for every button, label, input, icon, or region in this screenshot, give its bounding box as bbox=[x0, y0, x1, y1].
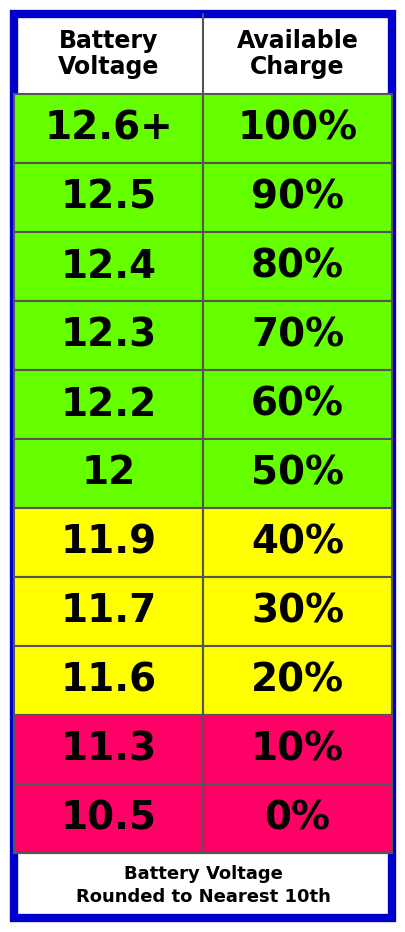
Bar bbox=[14, 163, 202, 232]
Bar bbox=[202, 646, 391, 715]
Bar bbox=[202, 370, 391, 439]
Bar bbox=[14, 94, 202, 163]
Bar bbox=[202, 715, 391, 784]
Text: 70%: 70% bbox=[250, 317, 343, 354]
Bar bbox=[14, 370, 202, 439]
Text: 40%: 40% bbox=[250, 524, 343, 561]
Bar bbox=[14, 508, 202, 577]
Bar bbox=[14, 301, 202, 370]
Text: 11.3: 11.3 bbox=[60, 731, 156, 769]
Bar bbox=[202, 508, 391, 577]
Text: 12.4: 12.4 bbox=[60, 248, 156, 285]
Text: 12.5: 12.5 bbox=[60, 179, 156, 216]
Text: Battery
Voltage: Battery Voltage bbox=[58, 29, 159, 79]
Text: 0%: 0% bbox=[264, 800, 330, 838]
Text: 50%: 50% bbox=[250, 455, 343, 492]
Text: 11.6: 11.6 bbox=[60, 662, 156, 700]
Bar bbox=[14, 232, 202, 301]
Bar bbox=[14, 784, 202, 853]
Bar bbox=[14, 715, 202, 784]
Text: 11.9: 11.9 bbox=[60, 524, 156, 561]
Bar bbox=[14, 577, 202, 646]
Bar bbox=[202, 439, 391, 508]
Text: 30%: 30% bbox=[250, 593, 343, 631]
Text: 90%: 90% bbox=[250, 179, 343, 216]
Text: Available
Charge: Available Charge bbox=[236, 29, 358, 79]
Text: 12.6+: 12.6+ bbox=[44, 109, 173, 147]
Text: 12.2: 12.2 bbox=[60, 386, 156, 423]
Text: 20%: 20% bbox=[250, 662, 343, 700]
Text: 12: 12 bbox=[81, 455, 135, 492]
Text: Battery Voltage
Rounded to Nearest 10th: Battery Voltage Rounded to Nearest 10th bbox=[75, 866, 330, 906]
Bar bbox=[202, 784, 391, 853]
Text: 60%: 60% bbox=[250, 386, 343, 423]
Bar bbox=[202, 301, 391, 370]
Text: 12.3: 12.3 bbox=[60, 317, 156, 354]
Bar bbox=[202, 232, 391, 301]
Bar bbox=[202, 94, 391, 163]
Bar bbox=[202, 577, 391, 646]
Text: 100%: 100% bbox=[237, 109, 357, 147]
Bar bbox=[14, 646, 202, 715]
Text: 80%: 80% bbox=[250, 248, 343, 285]
Text: 10.5: 10.5 bbox=[60, 800, 156, 838]
Text: 10%: 10% bbox=[250, 731, 343, 769]
Bar bbox=[14, 439, 202, 508]
Text: 11.7: 11.7 bbox=[60, 593, 156, 631]
Bar bbox=[202, 163, 391, 232]
